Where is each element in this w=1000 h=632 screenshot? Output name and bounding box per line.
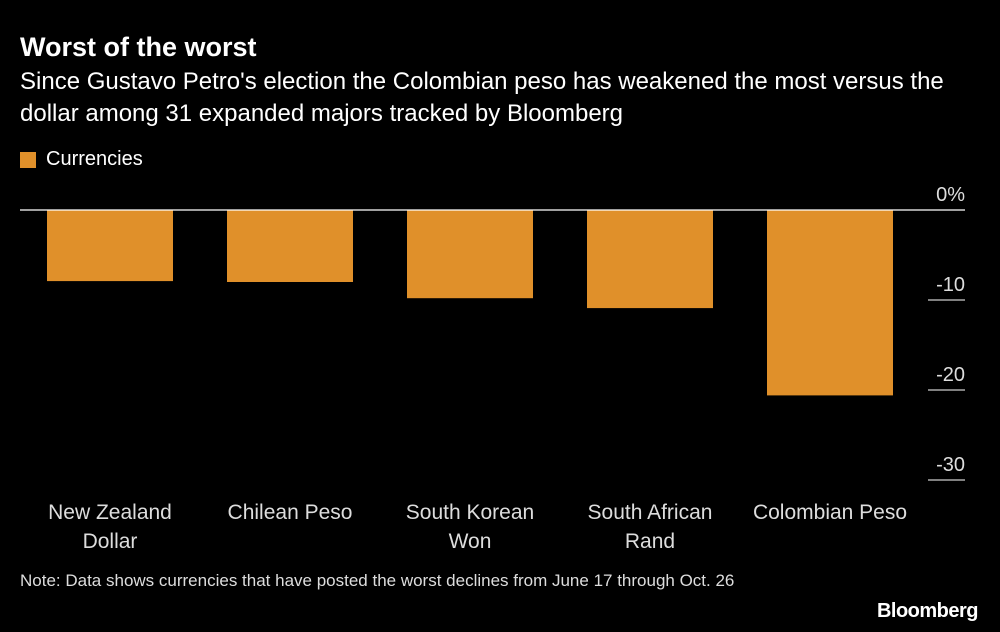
y-tick-label: -30 <box>936 454 965 476</box>
chart-subtitle: Since Gustavo Petro's election the Colom… <box>20 68 944 127</box>
legend-swatch <box>20 151 36 168</box>
legend: Currencies <box>20 148 143 171</box>
x-tick-label: South African Rand <box>587 501 713 553</box>
x-tick-label: Colombian Peso <box>752 501 908 524</box>
bar <box>767 210 893 396</box>
y-tick-label: -20 <box>936 364 965 386</box>
bar <box>227 210 353 282</box>
source: Bloomberg <box>876 600 979 622</box>
note: Note: Data shows currencies that have po… <box>20 571 735 590</box>
x-tick-label: New Zealand Dollar <box>48 501 172 553</box>
y-tick-label: -10 <box>936 274 965 296</box>
x-tick-label: Chilean Peso <box>227 501 353 524</box>
y-tick-label: 0% <box>936 184 965 206</box>
legend-label: Currencies <box>46 148 143 170</box>
bar <box>587 210 713 309</box>
x-tick-label: South Korean Won <box>405 501 535 553</box>
bar <box>407 210 533 299</box>
bar <box>47 210 173 282</box>
chart-title: Worst of the worst <box>20 32 257 62</box>
